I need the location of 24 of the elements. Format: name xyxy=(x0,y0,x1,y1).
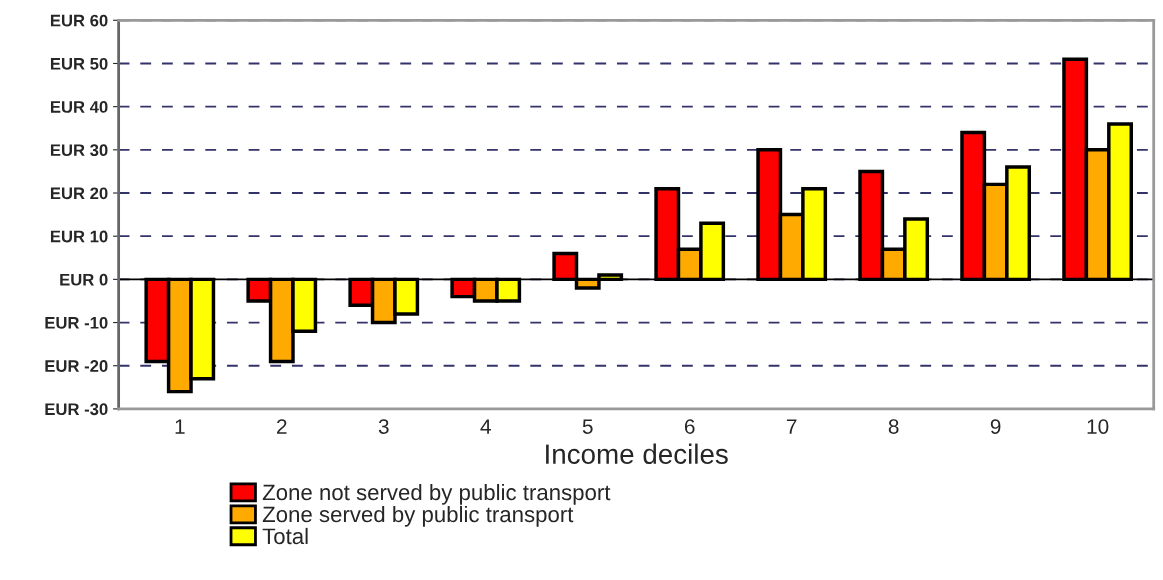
y-tick-label: EUR -30 xyxy=(45,403,108,416)
x-tick-label: 1 xyxy=(175,419,185,434)
legend-label: Zone served by public transport xyxy=(262,505,574,527)
x-tick-label: 2 xyxy=(277,419,287,434)
legend-label: Zone not served by public transport xyxy=(262,483,611,505)
y-tick-label: EUR 40 xyxy=(50,101,108,113)
x-tick-label: 5 xyxy=(582,419,593,434)
y-tick-label: EUR 30 xyxy=(50,144,108,157)
x-tick-label: 8 xyxy=(888,419,899,434)
x-tick-label: 6 xyxy=(684,419,695,434)
y-tick-label: EUR 10 xyxy=(50,230,108,243)
x-tick-label: 10 xyxy=(1087,419,1109,434)
y-tick-label: EUR -20 xyxy=(45,360,108,372)
x-tick-label: 3 xyxy=(378,419,389,434)
x-axis-title: Income deciles xyxy=(546,443,728,464)
y-tick-label: EUR 0 xyxy=(60,273,108,286)
y-tick-label: EUR 20 xyxy=(50,187,108,200)
x-tick-label: 7 xyxy=(786,419,797,434)
y-tick-label: EUR 50 xyxy=(50,57,108,70)
x-tick-label: 4 xyxy=(480,419,491,434)
x-tick-label: 9 xyxy=(990,419,1001,434)
y-tick-label: EUR 60 xyxy=(50,14,108,27)
legend-label: Total xyxy=(262,527,308,545)
y-tick-label: EUR -10 xyxy=(45,316,108,329)
